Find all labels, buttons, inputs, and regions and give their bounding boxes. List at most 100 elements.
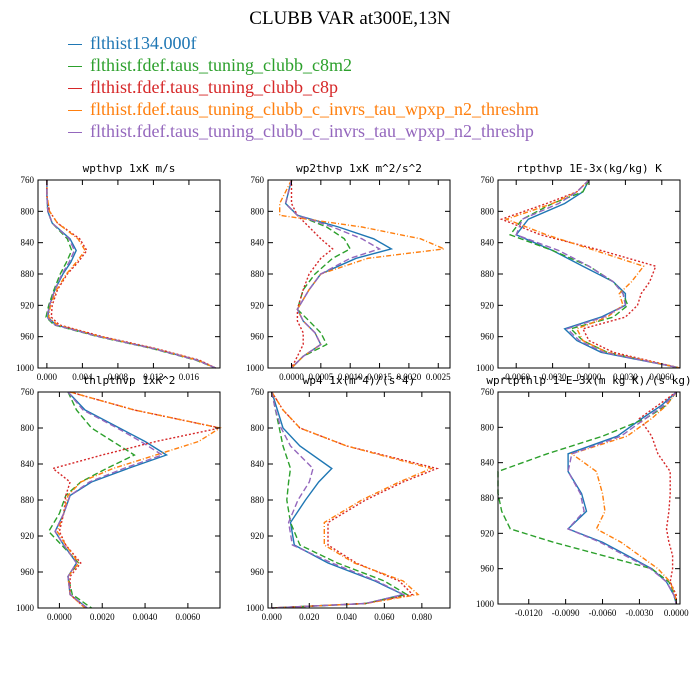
panel-title: wp2thvp 1xK m^2/s^2 [296,162,422,175]
y-tick-label: 920 [251,300,265,310]
series-line-4 [46,180,216,369]
x-tick-label: 0.020 [299,612,320,622]
series-line-1 [45,180,216,369]
series-line-1 [47,391,136,609]
panel-title: wprtpthlp 1−E−3x(m kg K)/(s kg) [486,374,691,387]
series-line-3 [279,179,447,369]
y-tick-label: 960 [251,567,265,577]
y-tick-label: 760 [481,175,495,185]
x-tick-label: 0.0000 [577,372,602,382]
y-tick-label: 960 [481,564,495,574]
legend-swatch-3 [68,110,82,112]
x-tick-label: 0.000 [262,612,283,622]
y-tick-label: 840 [251,238,265,248]
y-tick-label: 880 [21,269,35,279]
series-line-3 [271,391,434,609]
y-tick-label: 1000 [476,363,495,373]
y-tick-label: 760 [251,387,265,397]
plot-frame [267,179,451,369]
y-tick-label: 840 [481,238,495,248]
y-tick-label: 880 [481,269,495,279]
y-tick-label: 1000 [16,603,35,613]
y-tick-label: 1000 [246,363,265,373]
legend-swatch-2 [68,88,82,90]
x-tick-label: 0.080 [412,612,433,622]
x-tick-label: 0.004 [72,372,93,382]
x-tick-label: -0.0060 [502,372,530,382]
x-tick-label: -0.0120 [515,608,543,618]
series-line-0 [46,180,216,369]
y-tick-label: 920 [21,531,35,541]
y-tick-label: 920 [251,531,265,541]
y-tick-label: 880 [251,495,265,505]
x-tick-label: 0.0000 [279,372,304,382]
legend-item: flthist.fdef.taus_tuning_clubb_c8m2 [68,54,539,76]
x-tick-label: 0.0015 [367,372,392,382]
y-tick-label: 960 [481,332,495,342]
series-line-3 [56,391,222,609]
panel-title: wp4 1x(m^4)/(s^4) [303,374,416,387]
x-tick-label: 0.012 [143,372,163,382]
x-tick-label: 0.0060 [176,612,201,622]
series-line-1 [284,179,352,369]
series-line-3 [46,180,216,369]
x-tick-label: 0.0000 [664,608,689,618]
x-tick-label: 0.008 [108,372,129,382]
y-tick-label: 840 [21,459,35,469]
y-tick-label: 760 [251,175,265,185]
y-tick-label: 1000 [476,599,495,609]
legend-label: flthist134.000f [90,33,197,53]
page-title: CLUBB VAR at300E,13N [249,8,451,29]
series-line-2 [46,180,216,369]
legend-label: flthist.fdef.taus_tuning_clubb_c8p [90,77,338,97]
series-line-0 [515,179,681,369]
x-tick-label: 0.0060 [649,372,674,382]
y-tick-label: 840 [21,238,35,248]
y-tick-label: 1000 [246,603,265,613]
y-tick-label: 760 [21,175,35,185]
legend-item: flthist.fdef.taus_tuning_clubb_c8p [68,76,539,98]
y-tick-label: 880 [481,493,495,503]
legend-label: flthist.fdef.taus_tuning_clubb_c_invrs_t… [90,99,539,119]
series-line-4 [284,179,382,369]
legend-item: flthist.fdef.taus_tuning_clubb_c_invrs_t… [68,120,539,142]
series-line-2 [51,391,221,609]
y-tick-label: 960 [21,332,35,342]
plot-frame [497,179,681,369]
series-line-2 [290,180,334,369]
legend-label: flthist.fdef.taus_tuning_clubb_c8m2 [90,55,352,75]
x-tick-label: -0.0060 [589,608,617,618]
plot-frame [37,391,221,609]
y-tick-label: 960 [251,332,265,342]
x-tick-label: 0.000 [37,372,58,382]
panel-title: rtpthvp 1E-3x(kg/kg) K [516,162,662,175]
series-line-0 [566,391,677,605]
plot-frame [37,179,221,369]
y-tick-label: 920 [481,300,495,310]
series-line-4 [271,391,406,609]
series-line-3 [570,391,677,605]
y-tick-label: 760 [481,387,495,397]
x-tick-label: -0.0030 [626,608,654,618]
x-tick-label: -0.0030 [539,372,567,382]
x-tick-label: 0.0020 [397,372,422,382]
legend-swatch-4 [68,132,82,134]
legend-item: flthist.fdef.taus_tuning_clubb_c_invrs_t… [68,98,539,120]
y-tick-label: 880 [251,269,265,279]
x-tick-label: 0.0030 [613,372,638,382]
legend-swatch-0 [68,44,82,46]
series-line-2 [271,391,440,609]
x-tick-label: 0.0010 [338,372,363,382]
x-tick-label: 0.0000 [47,612,72,622]
y-tick-label: 800 [251,423,265,433]
x-tick-label: 0.0020 [90,612,115,622]
y-tick-label: 840 [481,458,495,468]
series-line-4 [566,391,677,605]
y-tick-label: 800 [481,206,495,216]
series-line-0 [271,391,406,609]
series-line-1 [508,179,681,369]
x-tick-label: 0.040 [337,612,358,622]
y-tick-label: 840 [251,459,265,469]
y-tick-label: 1000 [16,363,35,373]
